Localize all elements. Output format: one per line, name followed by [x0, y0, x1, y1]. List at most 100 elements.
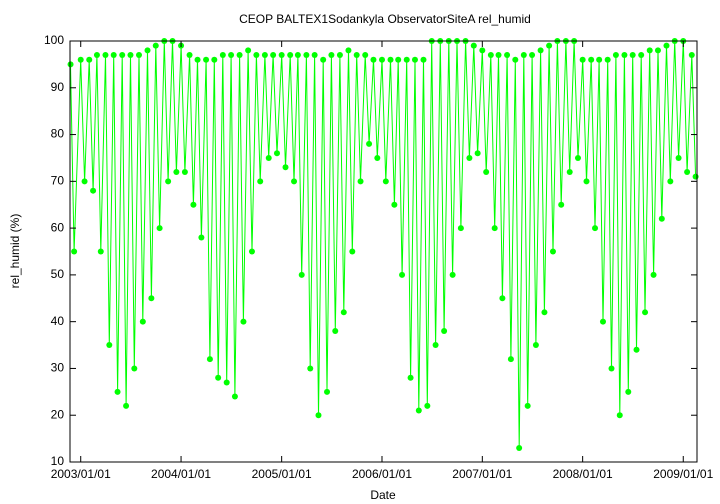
data-point	[541, 309, 548, 316]
data-point	[395, 56, 402, 63]
data-point	[474, 150, 481, 157]
data-point	[382, 178, 389, 185]
data-point	[420, 56, 427, 63]
y-tick-label: 10	[51, 454, 65, 468]
data-point	[566, 168, 573, 175]
data-point	[152, 42, 159, 49]
data-point	[135, 52, 142, 59]
data-point	[278, 52, 285, 59]
y-tick-label: 30	[51, 361, 65, 375]
data-point	[261, 52, 268, 59]
data-point	[357, 178, 364, 185]
y-tick-label: 40	[51, 314, 65, 328]
data-point	[245, 47, 252, 54]
data-point	[507, 356, 514, 363]
data-point	[512, 56, 519, 63]
data-point	[558, 201, 565, 208]
data-point	[127, 52, 134, 59]
x-tick-label: 2006/01/01	[352, 467, 412, 481]
data-point	[282, 164, 289, 171]
data-point	[139, 318, 146, 325]
data-point	[273, 150, 280, 157]
data-point	[491, 225, 498, 232]
data-point	[441, 328, 448, 335]
data-point	[638, 52, 645, 59]
data-point	[524, 402, 531, 409]
data-point	[599, 318, 606, 325]
data-point	[675, 154, 682, 161]
data-point	[231, 393, 238, 400]
data-point	[303, 52, 310, 59]
plot-area	[67, 38, 699, 451]
data-point	[106, 342, 113, 349]
data-point	[236, 52, 243, 59]
data-point	[190, 201, 197, 208]
data-point	[487, 52, 494, 59]
data-point	[362, 52, 369, 59]
data-point	[223, 379, 230, 386]
data-point	[449, 271, 456, 278]
x-tick-label: 2008/01/01	[553, 467, 613, 481]
y-tick-label: 80	[51, 127, 65, 141]
data-point	[156, 225, 163, 232]
data-point	[574, 154, 581, 161]
data-point	[692, 173, 699, 180]
data-point	[588, 56, 595, 63]
data-point	[86, 56, 93, 63]
data-point	[378, 56, 385, 63]
x-tick-label: 2007/01/01	[452, 467, 512, 481]
y-axis-label: rel_humid (%)	[8, 214, 22, 289]
data-point	[90, 187, 97, 194]
data-point	[93, 52, 100, 59]
data-point	[366, 140, 373, 147]
data-point	[81, 178, 88, 185]
data-point	[415, 407, 422, 414]
data-point	[228, 52, 235, 59]
plot-frame	[69, 40, 698, 463]
data-point	[612, 52, 619, 59]
data-point	[537, 47, 544, 54]
data-point	[596, 56, 603, 63]
data-point	[307, 365, 314, 372]
data-point	[466, 154, 473, 161]
data-point	[215, 374, 222, 381]
data-point	[186, 52, 193, 59]
data-point	[457, 225, 464, 232]
data-point	[399, 271, 406, 278]
x-tick-label: 2003/01/01	[51, 467, 111, 481]
data-point	[198, 234, 205, 241]
data-point	[294, 52, 301, 59]
data-point	[311, 52, 318, 59]
data-point	[211, 56, 218, 63]
data-point	[520, 52, 527, 59]
y-tick-label: 70	[51, 174, 65, 188]
data-point	[165, 178, 172, 185]
data-point	[370, 56, 377, 63]
data-point	[240, 318, 247, 325]
data-point	[592, 225, 599, 232]
data-point	[516, 444, 523, 451]
data-point	[403, 56, 410, 63]
data-point	[131, 365, 138, 372]
data-point	[253, 52, 260, 59]
data-point	[654, 47, 661, 54]
x-tick-label: 2004/01/01	[151, 467, 211, 481]
data-point	[340, 309, 347, 316]
data-point	[658, 215, 665, 222]
data-point	[604, 56, 611, 63]
data-point	[424, 402, 431, 409]
data-point	[320, 56, 327, 63]
chart-title: CEOP BALTEX1Sodankyla ObservatorSiteA re…	[239, 12, 531, 26]
data-point	[332, 328, 339, 335]
data-point	[148, 295, 155, 302]
data-point	[499, 295, 506, 302]
data-point	[353, 52, 360, 59]
data-point	[206, 356, 213, 363]
data-point	[257, 178, 264, 185]
data-point	[616, 412, 623, 419]
data-point	[646, 47, 653, 54]
data-point	[173, 168, 180, 175]
data-point	[123, 402, 130, 409]
y-tick-label: 50	[51, 267, 65, 281]
data-point	[287, 52, 294, 59]
